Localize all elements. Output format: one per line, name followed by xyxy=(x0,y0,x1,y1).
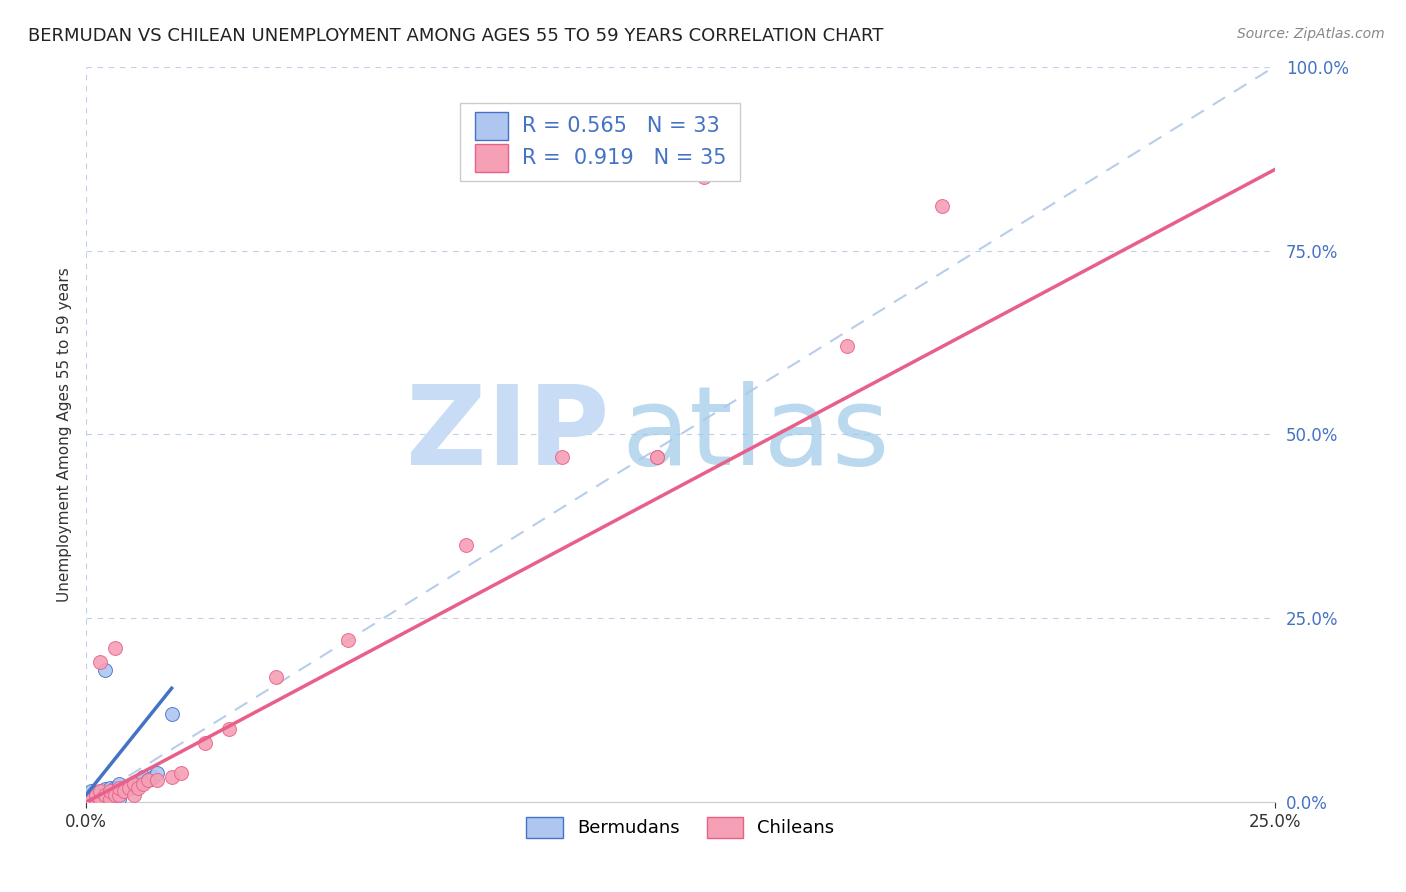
Point xyxy=(132,773,155,788)
Point xyxy=(89,791,111,805)
Point xyxy=(98,780,121,795)
Point xyxy=(104,788,127,802)
Point xyxy=(80,788,103,802)
Point xyxy=(84,793,107,807)
Point xyxy=(108,791,131,805)
Point xyxy=(264,670,287,684)
Text: atlas: atlas xyxy=(621,381,890,488)
Point xyxy=(122,777,145,791)
FancyBboxPatch shape xyxy=(461,103,740,180)
Point xyxy=(127,780,149,795)
Point xyxy=(118,780,141,795)
Point xyxy=(94,782,117,797)
Point xyxy=(84,787,107,801)
Point xyxy=(132,777,155,791)
Point xyxy=(98,784,121,798)
Point xyxy=(122,777,145,791)
Text: R = 0.565   N = 33: R = 0.565 N = 33 xyxy=(522,116,720,136)
Point xyxy=(108,777,131,791)
Point xyxy=(84,788,107,802)
Point xyxy=(75,795,97,809)
Point xyxy=(194,736,217,750)
Point xyxy=(112,784,135,798)
Y-axis label: Unemployment Among Ages 55 to 59 years: Unemployment Among Ages 55 to 59 years xyxy=(58,267,72,602)
Bar xyxy=(475,112,508,140)
Point xyxy=(98,793,121,807)
Point xyxy=(160,706,183,721)
Point xyxy=(132,770,155,784)
Point xyxy=(89,784,111,798)
Point xyxy=(645,450,668,464)
Point xyxy=(142,770,165,784)
Point xyxy=(693,169,716,184)
Point xyxy=(170,765,193,780)
Point xyxy=(84,789,107,804)
Text: Source: ZipAtlas.com: Source: ZipAtlas.com xyxy=(1237,27,1385,41)
Point xyxy=(931,199,953,213)
Point xyxy=(146,765,169,780)
Point xyxy=(127,777,149,791)
Point xyxy=(89,784,111,798)
Point xyxy=(89,656,111,670)
Point xyxy=(80,791,103,805)
Point xyxy=(112,784,135,798)
Text: BERMUDAN VS CHILEAN UNEMPLOYMENT AMONG AGES 55 TO 59 YEARS CORRELATION CHART: BERMUDAN VS CHILEAN UNEMPLOYMENT AMONG A… xyxy=(28,27,883,45)
Text: ZIP: ZIP xyxy=(406,381,609,488)
Point xyxy=(94,663,117,677)
Point xyxy=(75,791,97,805)
Point xyxy=(89,791,111,805)
Point xyxy=(80,784,103,798)
Point xyxy=(136,773,159,788)
Point xyxy=(98,788,121,802)
Point xyxy=(98,791,121,805)
Point xyxy=(94,789,117,804)
Point xyxy=(94,788,117,802)
Point xyxy=(108,780,131,795)
Point xyxy=(645,450,668,464)
Bar xyxy=(475,144,508,172)
Point xyxy=(104,640,127,655)
Point xyxy=(104,788,127,802)
Legend: Bermudans, Chileans: Bermudans, Chileans xyxy=(519,809,842,845)
Point xyxy=(84,793,107,807)
Point xyxy=(80,794,103,808)
Point xyxy=(136,773,159,788)
Point xyxy=(104,780,127,795)
Point xyxy=(456,538,478,552)
Point xyxy=(108,784,131,798)
Point xyxy=(550,450,572,464)
Point xyxy=(218,722,240,736)
Point xyxy=(108,788,131,802)
Point xyxy=(160,770,183,784)
Point xyxy=(98,784,121,798)
Point xyxy=(118,780,141,795)
Point xyxy=(75,795,97,809)
Point xyxy=(336,633,359,648)
Point xyxy=(835,339,858,353)
Point xyxy=(89,788,111,802)
Point xyxy=(122,788,145,802)
Point xyxy=(146,773,169,788)
Text: R =  0.919   N = 35: R = 0.919 N = 35 xyxy=(522,148,727,168)
